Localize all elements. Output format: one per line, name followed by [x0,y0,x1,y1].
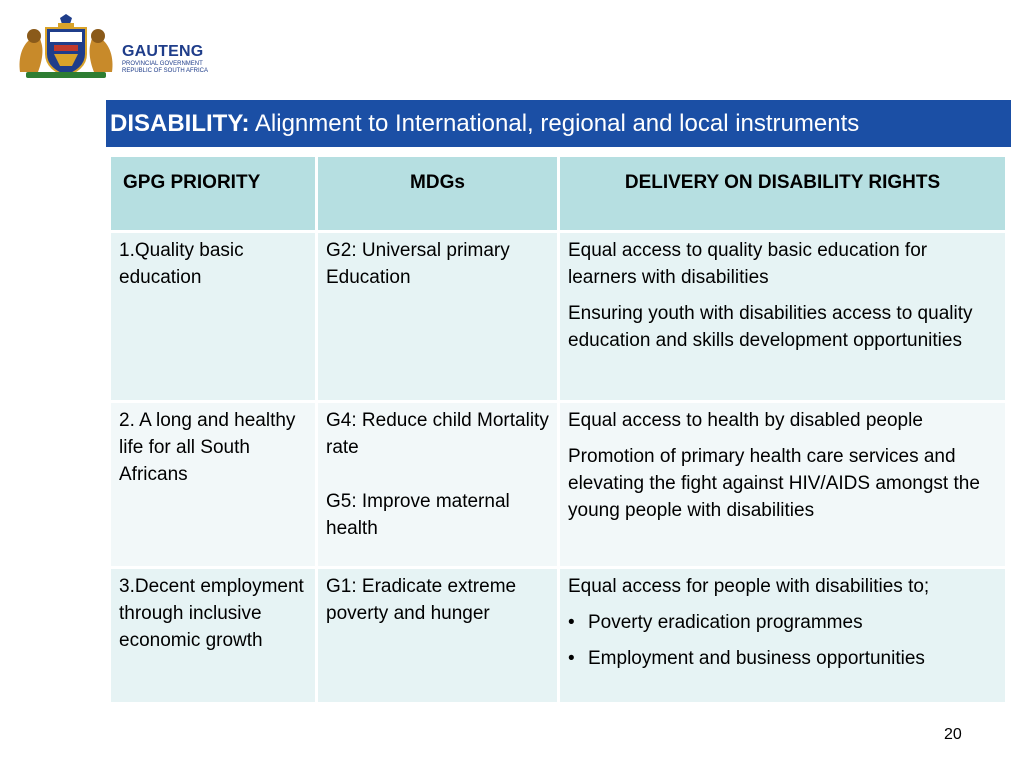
list-item: • Poverty eradication programmes [568,609,997,636]
mdg-text: G5: Improve maternal health [326,491,510,539]
table-row: 1.Quality basic education G2: Universal … [108,230,1008,403]
slide-title-banner: DISABILITY: Alignment to International, … [106,100,1011,147]
delivery-bullet-list: • Poverty eradication programmes • Employm… [568,609,997,672]
disability-alignment-table: GPG PRIORITY MDGs DELIVERY ON DISABILITY… [108,154,1008,705]
priority-cell: 3.Decent employment through inclusive ec… [108,566,318,705]
header-delivery: DELIVERY ON DISABILITY RIGHTS [557,154,1008,233]
delivery-text: Equal access to quality basic education … [568,240,928,288]
bullet-icon: • [568,612,575,633]
page-number: 20 [944,726,962,743]
delivery-cell: Equal access to health by disabled peopl… [557,400,1008,569]
delivery-text: Equal access to health by disabled peopl… [568,410,923,431]
logo-subtitle-1: PROVINCIAL GOVERNMENT [122,61,203,67]
title-rest: Alignment to International, regional and… [249,110,860,137]
bullet-icon: • [568,648,575,669]
mdg-text: G4: Reduce child Mortality rate [326,410,549,458]
mdg-cell: G1: Eradicate extreme poverty and hunger [315,566,560,705]
table-row: 2. A long and healthy life for all South… [108,400,1008,569]
priority-cell: 1.Quality basic education [108,230,318,403]
header-gpg-priority: GPG PRIORITY [108,154,318,233]
mdg-text: G2: Universal primary Education [326,240,510,288]
logo-subtitle-2: REPUBLIC OF SOUTH AFRICA [122,68,209,74]
logo-title: GAUTENG [122,43,204,60]
title-bold: DISABILITY: [110,110,250,137]
table-row: 3.Decent employment through inclusive ec… [108,566,1008,705]
delivery-cell: Equal access to quality basic education … [557,230,1008,403]
coat-of-arms-icon [19,14,113,78]
delivery-text: Equal access for people with disabilitie… [568,576,930,597]
mdg-text: G1: Eradicate extreme poverty and hunger [326,576,517,624]
bullet-text: Employment and business opportunities [588,648,925,669]
gauteng-logo: GAUTENG PROVINCIAL GOVERNMENT REPUBLIC O… [14,14,208,80]
delivery-text: Promotion of primary health care service… [568,446,980,521]
delivery-text: Ensuring youth with disabilities access … [568,303,973,351]
priority-cell: 2. A long and healthy life for all South… [108,400,318,569]
mdg-cell: G4: Reduce child Mortality rate G5: Impr… [315,400,560,569]
header-mdgs: MDGs [315,154,560,233]
delivery-cell: Equal access for people with disabilitie… [557,566,1008,705]
list-item: • Employment and business opportunities [568,645,997,672]
bullet-text: Poverty eradication programmes [588,612,863,633]
mdg-cell: G2: Universal primary Education [315,230,560,403]
table-header-row: GPG PRIORITY MDGs DELIVERY ON DISABILITY… [108,154,1008,233]
